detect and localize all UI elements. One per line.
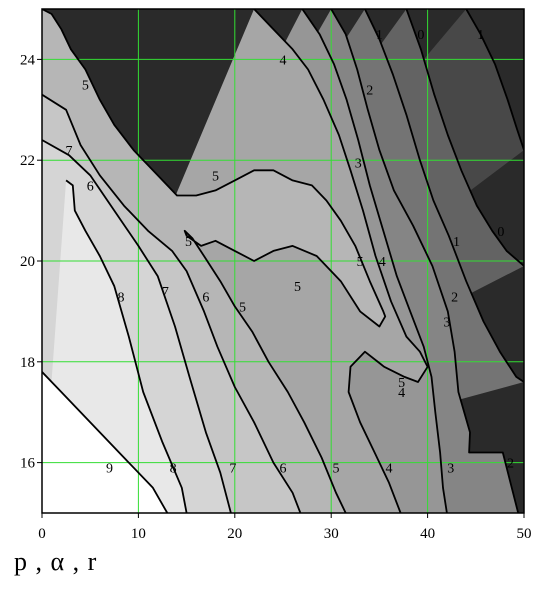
x-tick-label: 10	[131, 526, 146, 542]
contour-label-1: 1	[453, 235, 460, 250]
contour-label-4: 4	[379, 255, 386, 270]
x-tick-label: 40	[420, 526, 435, 542]
contour-label-5: 5	[185, 235, 192, 250]
contour-label-1: 1	[376, 28, 383, 43]
contour-line-5	[42, 9, 387, 513]
contour-line-7	[42, 139, 232, 513]
contour-line-3	[301, 9, 448, 513]
contour-label-9: 9	[106, 462, 113, 477]
x-tick-label: 50	[517, 526, 532, 542]
contour-label-3: 3	[447, 462, 454, 477]
x-tick-label: 20	[227, 526, 242, 542]
contour-label-5: 5	[357, 255, 364, 270]
contour-label-4: 4	[386, 462, 393, 477]
contour-line-6	[42, 93, 302, 513]
contour-label-7: 7	[162, 285, 169, 300]
contour-label-2: 2	[366, 84, 373, 99]
contour-line-0	[405, 9, 524, 267]
x-axis: 0 10 20 30 40 50	[38, 513, 532, 542]
x-tick-label: 0	[38, 526, 46, 542]
contour-line-1	[364, 9, 524, 383]
y-tick-label: 22	[20, 153, 35, 169]
x-tick-label: 30	[324, 526, 339, 542]
contour-label-1: 1	[477, 28, 484, 43]
x-axis-caption: p , α , r	[14, 547, 98, 576]
contour-label-8: 8	[118, 290, 125, 305]
contour-label-7: 7	[229, 462, 236, 477]
contour-label-5: 5	[333, 462, 340, 477]
contour-line-edge	[465, 9, 524, 151]
contour-label-3: 3	[443, 315, 450, 330]
contour-label-2: 2	[507, 457, 514, 472]
contour-label-6: 6	[202, 290, 209, 305]
contour-label-5: 5	[212, 169, 219, 184]
contour-line-9	[42, 371, 169, 513]
contour-lines	[42, 9, 524, 513]
contour-label-6: 6	[87, 179, 94, 194]
y-tick-label: 24	[20, 52, 36, 68]
contour-label-2: 2	[451, 290, 458, 305]
contour-label-5: 5	[294, 280, 301, 295]
contour-label-0: 0	[497, 225, 504, 240]
contour-label-5: 5	[239, 300, 246, 315]
grid	[42, 9, 524, 513]
band-9	[42, 371, 168, 513]
y-tick-label: 16	[20, 456, 36, 472]
contour-label-4: 4	[280, 53, 287, 68]
contour-label-6: 6	[280, 462, 287, 477]
contour-label-0: 0	[417, 28, 424, 43]
y-tick-label: 20	[20, 254, 35, 270]
contour-line-4	[253, 9, 429, 513]
y-tick-label: 18	[20, 355, 35, 371]
contour-line-8	[65, 179, 188, 513]
contour-label-3: 3	[355, 157, 362, 172]
contour-label-4: 4	[398, 386, 405, 401]
contour-label-7: 7	[65, 144, 72, 159]
contour-label-8: 8	[170, 462, 177, 477]
contour-label-5: 5	[398, 376, 405, 391]
contour-label-5: 5	[82, 79, 89, 94]
contour-line-2	[330, 9, 520, 513]
y-axis: 16 18 20 22 24	[20, 52, 42, 472]
